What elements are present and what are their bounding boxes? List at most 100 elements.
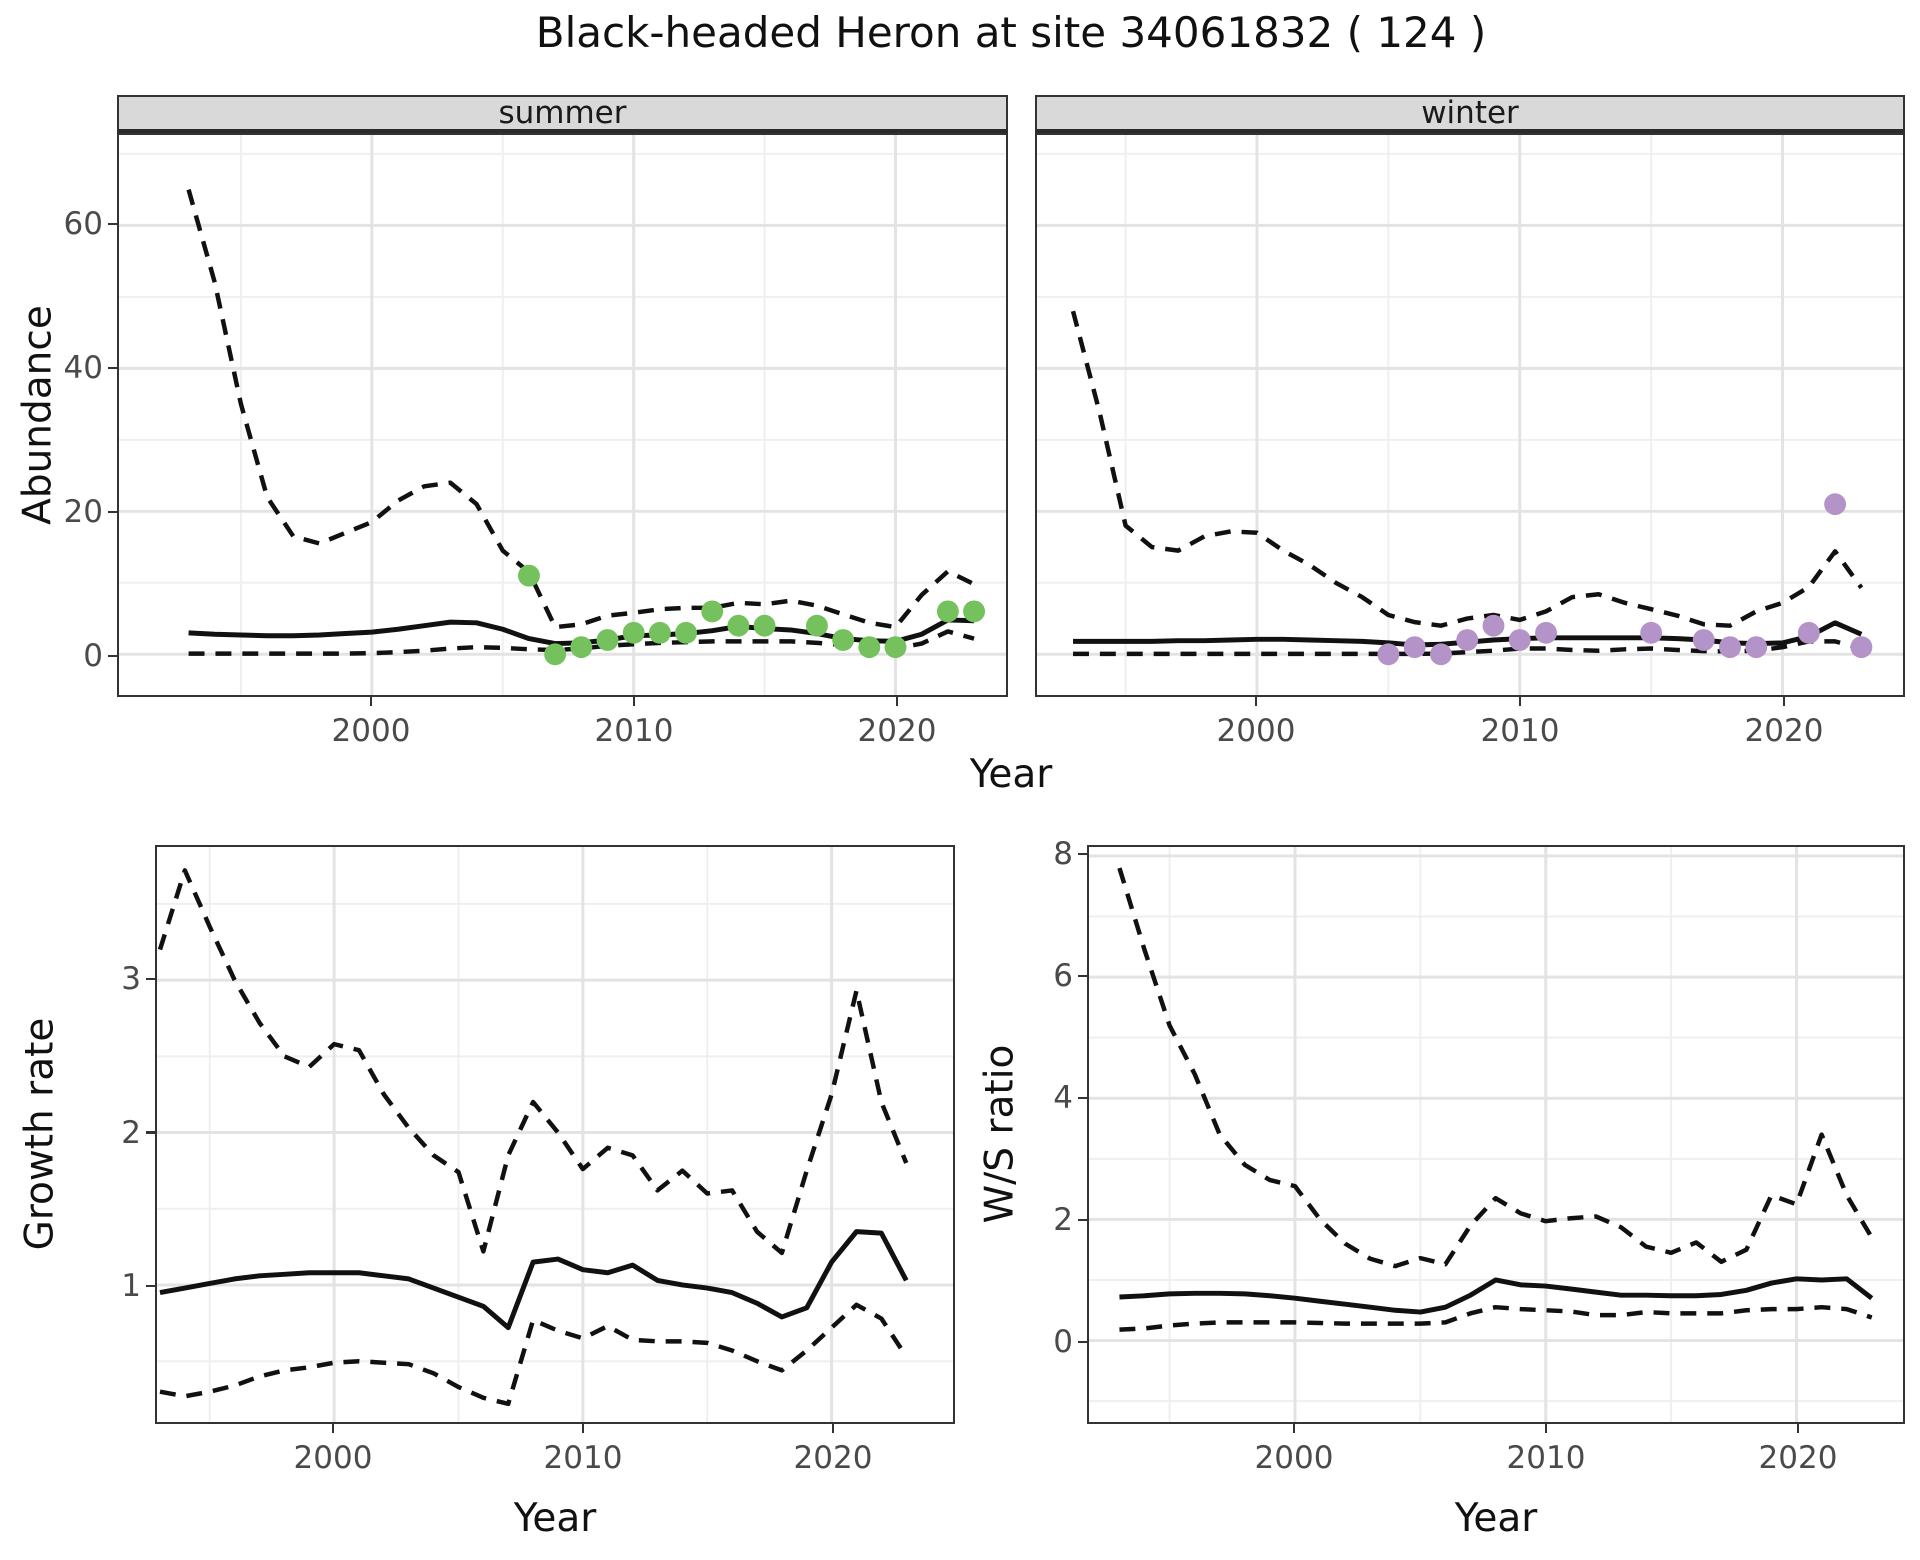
growth-year-axis-title: Year [513, 1496, 597, 1541]
observed-counts-summer-dot [753, 614, 776, 637]
upper_95ci-line [1117, 867, 1874, 1269]
upper_95ci-line [1070, 310, 1864, 628]
summer-plot-svg [119, 135, 1006, 695]
panel-ws-ratio [1087, 845, 1905, 1424]
growth-plot-svg [157, 847, 953, 1422]
observed-counts-summer-dot [701, 600, 724, 623]
x-tick-label: 2000 [1216, 713, 1296, 749]
observed-counts-summer-dot [675, 621, 697, 644]
facet-strip-summer: summer [117, 95, 1008, 133]
ws-plot-svg [1089, 847, 1903, 1422]
observed-counts-summer-dot [936, 600, 959, 623]
panel-growth-rate [155, 845, 955, 1424]
x-tick-label: 2000 [1254, 1440, 1334, 1476]
x-tick-mark [831, 1424, 835, 1433]
x-tick-label: 2020 [1758, 1440, 1838, 1476]
observed-counts-summer-dot [596, 629, 619, 651]
observed-counts-winter-dot [1824, 493, 1847, 516]
y-tick-mark [1078, 1218, 1087, 1222]
observed-counts-summer-dot [806, 614, 828, 637]
observed-counts-winter-dot [1403, 636, 1426, 659]
median-line [159, 1229, 909, 1331]
chart-title: Black-headed Heron at site 34061832 ( 12… [535, 8, 1487, 57]
y-tick-label: 2 [1053, 1202, 1073, 1238]
observed-counts-winter-dot [1482, 614, 1505, 637]
ws-year-axis-title: Year [1454, 1496, 1538, 1541]
top-year-axis-title: Year [969, 752, 1053, 797]
x-tick-mark [331, 1424, 335, 1433]
x-tick-label: 2000 [293, 1440, 373, 1476]
observed-counts-summer-dot [648, 621, 671, 644]
x-tick-mark [369, 697, 373, 706]
facet-strip-winter: winter [1035, 95, 1905, 133]
observed-counts-winter-dot [1508, 629, 1531, 651]
y-tick-mark [108, 510, 117, 514]
observed-counts-winter-dot [1692, 629, 1715, 651]
observed-counts-summer-dot [518, 564, 540, 587]
y-tick-mark [146, 977, 155, 981]
observed-counts-summer-dot [727, 614, 750, 637]
x-tick-mark [1544, 1424, 1548, 1433]
y-tick-mark [108, 222, 117, 226]
observed-counts-winter-dot [1456, 629, 1479, 651]
x-tick-label: 2010 [543, 1440, 623, 1476]
y-tick-label: 60 [63, 206, 103, 242]
abundance-axis-title: Abundance [15, 305, 61, 525]
observed-counts-winter-dot [1535, 621, 1557, 644]
observed-counts-winter-dot [1719, 636, 1741, 659]
y-tick-label: 4 [1053, 1080, 1073, 1116]
upper_95ci-line [157, 868, 909, 1256]
y-tick-label: 3 [121, 961, 141, 997]
y-tick-label: 8 [1053, 836, 1073, 872]
x-tick-mark [895, 697, 899, 706]
x-tick-mark [1782, 697, 1786, 706]
observed-counts-summer-dot [858, 636, 881, 659]
y-tick-label: 6 [1053, 958, 1073, 994]
lower_95ci-line [159, 1302, 909, 1407]
x-tick-label: 2010 [1506, 1440, 1586, 1476]
y-tick-mark [108, 366, 117, 370]
y-tick-mark [1078, 1096, 1087, 1100]
panel-winter-abundance [1035, 133, 1905, 697]
y-tick-label: 2 [121, 1114, 141, 1151]
x-tick-label: 2020 [857, 713, 937, 749]
facet-strip-summer-label: summer [498, 95, 627, 131]
ws-ratio-axis-title: W/S ratio [977, 1044, 1023, 1224]
x-tick-label: 2020 [793, 1440, 873, 1476]
observed-counts-summer-dot [884, 636, 907, 659]
observed-counts-winter-dot [1850, 636, 1873, 659]
observed-counts-summer-dot [622, 621, 645, 644]
y-tick-mark [146, 1131, 155, 1134]
y-tick-mark [1078, 974, 1087, 978]
x-tick-mark [1518, 697, 1522, 706]
y-tick-label: 1 [121, 1268, 141, 1304]
facet-strip-winter-label: winter [1421, 95, 1519, 131]
y-tick-label: 0 [1053, 1324, 1073, 1360]
observed-counts-winter-dot [1377, 643, 1400, 666]
observed-counts-summer-dot [570, 636, 593, 659]
y-tick-label: 0 [83, 638, 103, 674]
observed-counts-summer-dot [963, 600, 985, 623]
y-tick-mark [146, 1284, 155, 1288]
y-tick-label: 40 [63, 350, 103, 386]
panel-summer-abundance [117, 133, 1008, 697]
upper_95ci-line [186, 189, 976, 630]
observed-counts-summer-dot [544, 643, 567, 666]
median-line [1119, 1276, 1874, 1315]
y-tick-mark [1078, 1340, 1087, 1344]
observed-counts-winter-dot [1640, 621, 1663, 644]
x-tick-label: 2010 [1480, 713, 1560, 749]
y-tick-mark [1078, 852, 1087, 856]
lower_95ci-line [1119, 1304, 1873, 1332]
observed-counts-winter-dot [1429, 643, 1452, 666]
x-tick-mark [1292, 1424, 1296, 1433]
x-tick-label: 2020 [1744, 713, 1824, 749]
x-tick-mark [632, 697, 636, 706]
y-tick-mark [108, 654, 117, 658]
x-tick-mark [1796, 1424, 1800, 1433]
x-tick-mark [581, 1424, 585, 1433]
observed-counts-summer-dot [832, 629, 855, 651]
winter-plot-svg [1037, 135, 1903, 695]
y-tick-label: 20 [63, 494, 103, 530]
